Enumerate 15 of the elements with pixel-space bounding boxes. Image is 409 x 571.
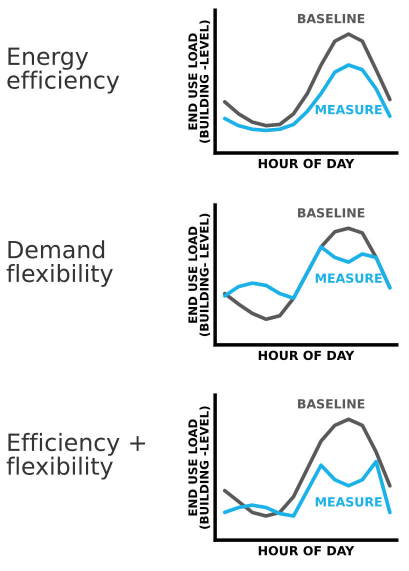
y-axis-title: END USE LOAD (BUILDING- LEVEL) — [188, 214, 210, 336]
text: Demand flexibility — [6, 240, 113, 287]
series-label: BASELINE — [298, 14, 364, 24]
text: Efficiency + flexibility — [6, 432, 146, 480]
series-label: MEASURE — [316, 104, 382, 114]
y-axis-title: END USE LOAD (BUILDING -LEVEL) — [188, 406, 210, 529]
series-label: BASELINE — [298, 399, 364, 409]
series-label: BASELINE — [298, 208, 364, 218]
y-axis-title: END USE LOAD (BUILDING -LEVEL) — [188, 20, 210, 143]
text: Energy efficiency — [7, 48, 120, 94]
series-label: MEASURE — [316, 273, 382, 283]
x-axis-title: HOUR OF DAY — [258, 158, 354, 168]
series-label: MEASURE — [316, 497, 382, 507]
x-axis-title: HOUR OF DAY — [258, 546, 354, 556]
x-axis-title: HOUR OF DAY — [258, 350, 354, 360]
